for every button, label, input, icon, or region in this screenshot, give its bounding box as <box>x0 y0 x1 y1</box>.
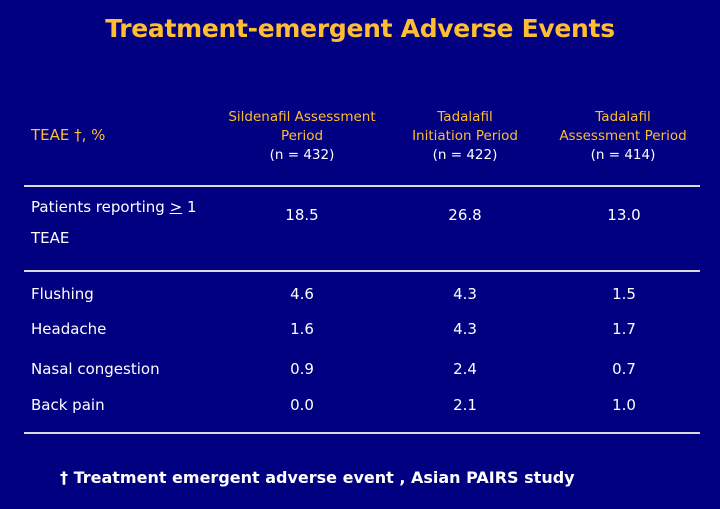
header-line: Initiation Period <box>412 128 518 144</box>
header-divider <box>24 185 700 187</box>
summary-label-text: Patients reporting <box>31 198 170 216</box>
summary-value: 18.5 <box>285 206 319 224</box>
table-cell: 1.7 <box>612 320 636 338</box>
table-cell: 2.4 <box>453 360 477 378</box>
summary-value: 26.8 <box>448 206 482 224</box>
summary-row-label-line2: TEAE <box>31 229 70 247</box>
table-cell: 1.6 <box>290 320 314 338</box>
slide-title: Treatment-emergent Adverse Events <box>105 14 615 43</box>
table-cell: 4.3 <box>453 285 477 303</box>
summary-divider <box>24 270 700 272</box>
table-cell: 1.0 <box>612 396 636 414</box>
table-cell: 0.0 <box>290 396 314 414</box>
table-cell: 4.6 <box>290 285 314 303</box>
header-n: (n = 422) <box>432 147 498 163</box>
tadalafil-initiation-header: Tadalafil Initiation Period (n = 422) <box>395 108 535 165</box>
table-cell: 1.5 <box>612 285 636 303</box>
header-line: Assessment Period <box>559 128 687 144</box>
summary-label-text: 1 <box>182 198 197 216</box>
header-n: (n = 414) <box>590 147 656 163</box>
header-line: Sildenafil Assessment <box>228 109 376 125</box>
summary-row-label: Patients reporting > 1 <box>31 198 196 216</box>
teae-column-header: TEAE †, % <box>31 126 106 144</box>
tadalafil-assessment-header: Tadalafil Assessment Period (n = 414) <box>552 108 694 165</box>
header-n: (n = 432) <box>269 147 335 163</box>
summary-value: 13.0 <box>607 206 641 224</box>
table-cell: 2.1 <box>453 396 477 414</box>
sildenafil-assessment-header: Sildenafil Assessment Period (n = 432) <box>222 108 382 165</box>
table-row-label: Nasal congestion <box>31 360 160 378</box>
header-line: Period <box>280 128 324 144</box>
header-line: Tadalafil <box>595 109 651 125</box>
table-cell: 4.3 <box>453 320 477 338</box>
table-cell: 0.9 <box>290 360 314 378</box>
table-row-label: Flushing <box>31 285 94 303</box>
footnote: † Treatment emergent adverse event , Asi… <box>60 468 575 487</box>
header-line: Tadalafil <box>437 109 493 125</box>
table-row-label: Back pain <box>31 396 105 414</box>
table-cell: 0.7 <box>612 360 636 378</box>
greater-equal-symbol: > <box>169 198 183 216</box>
table-row-label: Headache <box>31 320 107 338</box>
table-bottom-divider <box>24 432 700 434</box>
